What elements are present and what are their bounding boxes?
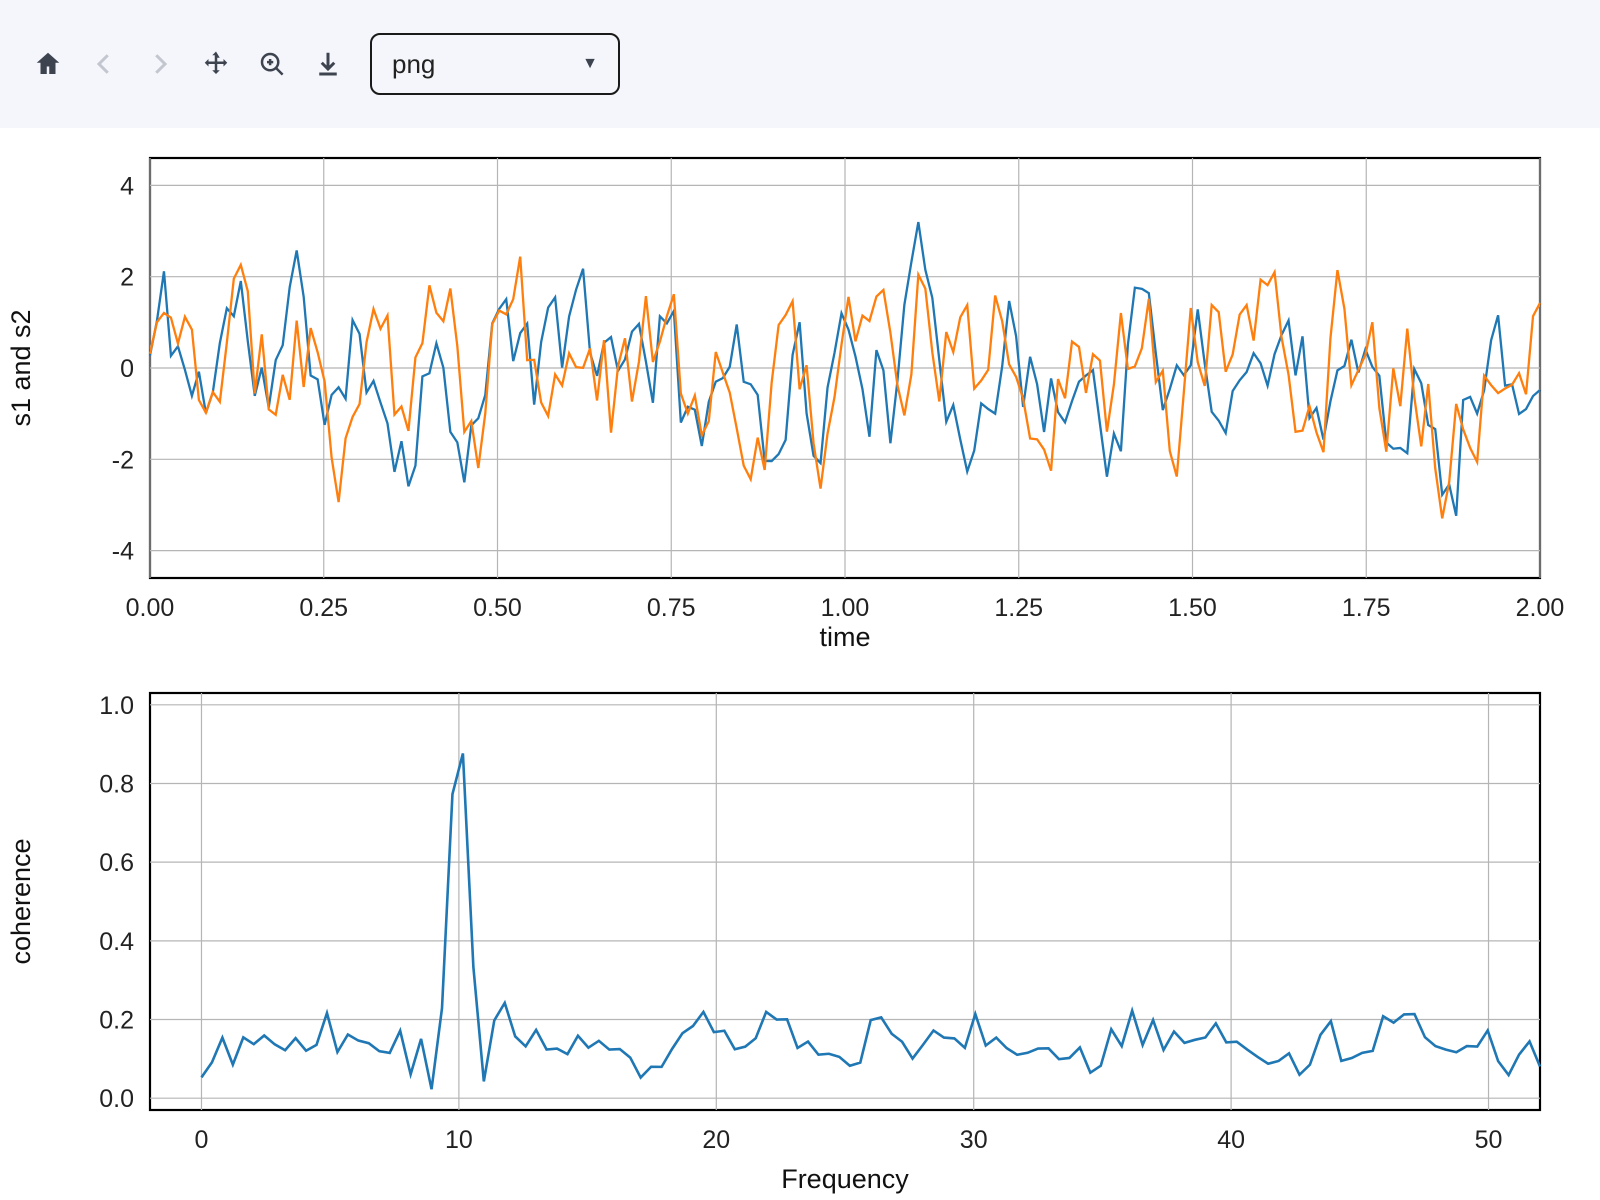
svg-text:time: time (819, 622, 870, 652)
svg-text:0.75: 0.75 (647, 594, 696, 622)
plot-application: png ▼ 0.00 0.25 0.50 0.75 1.00 1.25 1.50 1.75 2.… (0, 0, 1600, 1200)
chevron-down-icon: ▼ (582, 55, 598, 73)
svg-text:-2: -2 (112, 446, 134, 474)
svg-text:0.00: 0.00 (126, 594, 175, 622)
svg-text:1.50: 1.50 (1168, 594, 1217, 622)
svg-text:2: 2 (120, 264, 134, 292)
svg-text:0.4: 0.4 (99, 928, 134, 956)
svg-text:1.75: 1.75 (1342, 594, 1391, 622)
svg-text:4: 4 (120, 172, 134, 200)
svg-text:0.25: 0.25 (299, 594, 348, 622)
svg-text:30: 30 (960, 1126, 988, 1154)
home-button[interactable] (20, 36, 76, 92)
forward-button[interactable] (132, 36, 188, 92)
svg-text:40: 40 (1217, 1126, 1245, 1154)
svg-text:Frequency: Frequency (781, 1164, 909, 1194)
svg-text:-4: -4 (112, 538, 134, 566)
svg-text:0: 0 (120, 355, 134, 383)
pan-zoom-button[interactable] (188, 36, 244, 92)
svg-text:10: 10 (445, 1126, 473, 1154)
svg-text:1.0: 1.0 (99, 692, 134, 720)
svg-text:0.2: 0.2 (99, 1007, 134, 1035)
svg-text:20: 20 (702, 1126, 730, 1154)
svg-text:50: 50 (1475, 1126, 1503, 1154)
svg-text:0: 0 (195, 1126, 209, 1154)
format-dropdown[interactable]: png ▼ (370, 33, 620, 95)
zoom-button[interactable] (244, 36, 300, 92)
svg-text:1.25: 1.25 (994, 594, 1043, 622)
svg-text:coherence: coherence (6, 838, 36, 964)
svg-text:0.8: 0.8 (99, 770, 134, 798)
svg-text:0.50: 0.50 (473, 594, 522, 622)
format-dropdown-label: png (392, 49, 435, 80)
figure-canvas: 0.00 0.25 0.50 0.75 1.00 1.25 1.50 1.75 2.00 -4 -2… (0, 128, 1600, 1200)
svg-text:2.00: 2.00 (1516, 594, 1565, 622)
chart-toolbar: png ▼ (0, 0, 1600, 128)
download-button[interactable] (300, 36, 356, 92)
top-subplot: 0.00 0.25 0.50 0.75 1.00 1.25 1.50 1.75 2.00 -4 -2… (0, 128, 1600, 658)
svg-text:0.6: 0.6 (99, 849, 134, 877)
svg-text:1.00: 1.00 (821, 594, 870, 622)
bottom-subplot: 0 10 20 30 40 50 0.0 0.2 0.4 0.6 0.8 1.0 Frequency co… (0, 673, 1600, 1200)
back-button[interactable] (76, 36, 132, 92)
svg-text:0.0: 0.0 (99, 1085, 134, 1113)
svg-text:s1 and s2: s1 and s2 (6, 309, 36, 426)
